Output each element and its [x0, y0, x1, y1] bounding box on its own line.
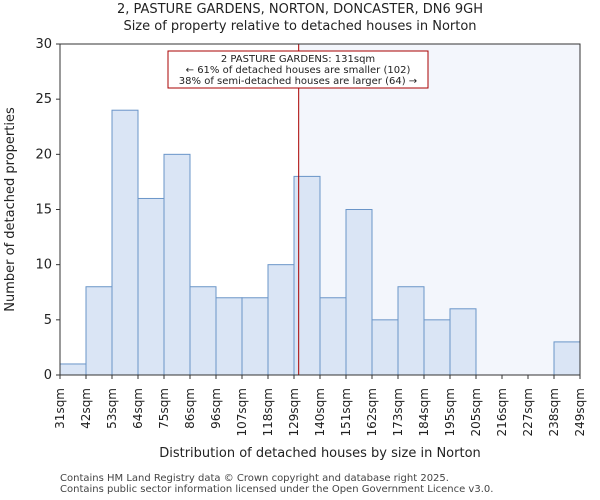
- annotation-line-2: ← 61% of detached houses are smaller (10…: [186, 65, 411, 76]
- bar-195sqm: [449, 308, 477, 376]
- annotation-line-3: 38% of semi-detached houses are larger (…: [179, 76, 417, 87]
- y-axis-label: Number of detached properties: [3, 107, 18, 312]
- y-tick-label-10: 10: [35, 258, 52, 273]
- annotation-line-1: 2 PASTURE GARDENS: 131sqm: [221, 54, 375, 65]
- x-tick-label-42sqm: 42sqm: [79, 388, 93, 429]
- bar-53sqm: [111, 109, 139, 376]
- y-tick-label-0: 0: [44, 368, 52, 383]
- x-tick-label-216sqm: 216sqm: [495, 388, 509, 436]
- x-tick-label-238sqm: 238sqm: [547, 388, 561, 436]
- x-tick-label-151sqm: 151sqm: [339, 388, 353, 436]
- chart-title: 2, PASTURE GARDENS, NORTON, DONCASTER, D…: [116, 2, 484, 17]
- x-tick-label-205sqm: 205sqm: [469, 388, 483, 436]
- x-tick-label-107sqm: 107sqm: [235, 388, 249, 436]
- x-tick-label-64sqm: 64sqm: [131, 388, 145, 429]
- bar-96sqm: [215, 297, 243, 376]
- bar-42sqm: [85, 286, 113, 376]
- bar-86sqm: [189, 286, 217, 376]
- bar-140sqm: [319, 297, 347, 376]
- bar-173sqm: [397, 286, 425, 376]
- x-tick-label-75sqm: 75sqm: [157, 388, 171, 429]
- x-axis-label: Distribution of detached houses by size …: [159, 446, 481, 461]
- x-tick-label-173sqm: 173sqm: [391, 388, 405, 436]
- x-tick-label-249sqm: 249sqm: [573, 388, 587, 436]
- bar-162sqm: [371, 319, 399, 376]
- y-tick-label-20: 20: [35, 147, 52, 162]
- x-tick-label-96sqm: 96sqm: [209, 388, 223, 429]
- y-tick-label-5: 5: [44, 313, 52, 328]
- bar-107sqm: [241, 297, 269, 376]
- x-tick-label-53sqm: 53sqm: [105, 388, 119, 429]
- y-tick-label-30: 30: [35, 37, 52, 52]
- footer-licence: Contains public sector information licen…: [60, 484, 494, 495]
- chart-subtitle: Size of property relative to detached ho…: [123, 19, 477, 34]
- bar-75sqm: [163, 153, 191, 376]
- bar-31sqm: [59, 363, 87, 376]
- x-tick-label-227sqm: 227sqm: [521, 388, 535, 436]
- x-tick-label-31sqm: 31sqm: [53, 388, 67, 429]
- x-tick-label-184sqm: 184sqm: [417, 388, 431, 436]
- bar-184sqm: [423, 319, 451, 376]
- x-tick-label-118sqm: 118sqm: [261, 388, 275, 436]
- x-tick-label-140sqm: 140sqm: [313, 388, 327, 436]
- bar-chart: 0 5 10 15 20 25 30 31sqm 42sqm 53sqm 64sqm 75sqm 86s…: [3, 37, 587, 461]
- annotation-box: [167, 50, 429, 89]
- bar-64sqm: [137, 197, 165, 376]
- x-tick-label-129sqm: 129sqm: [287, 388, 301, 436]
- bar-129sqm: [293, 175, 321, 376]
- bar-151sqm: [345, 209, 373, 376]
- footer-copyright: Contains HM Land Registry data © Crown c…: [60, 473, 449, 484]
- y-tick-label-25: 25: [35, 92, 52, 107]
- bar-118sqm: [267, 264, 295, 376]
- y-tick-label-15: 15: [35, 203, 52, 218]
- x-tick-label-86sqm: 86sqm: [183, 388, 197, 429]
- x-tick-label-162sqm: 162sqm: [365, 388, 379, 436]
- x-tick-label-195sqm: 195sqm: [443, 388, 457, 436]
- bar-238sqm: [553, 341, 581, 376]
